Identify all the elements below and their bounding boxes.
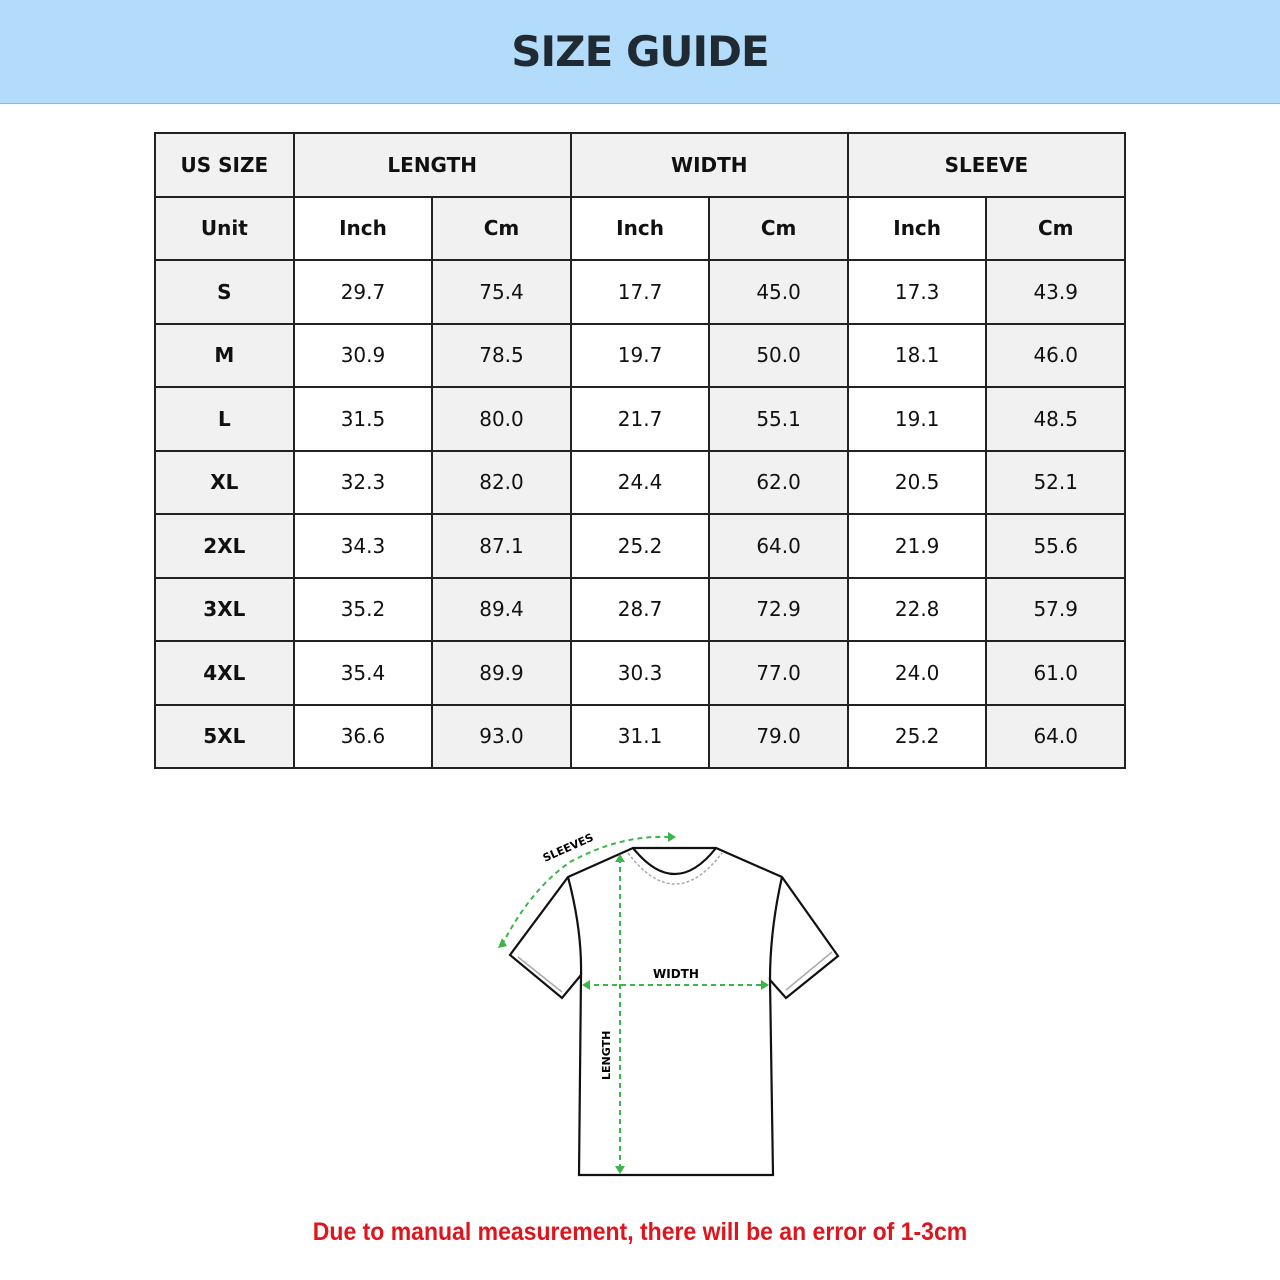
measurement-cell: 32.3 (292, 449, 434, 515)
arrow-heads (498, 832, 769, 1174)
unit-cell: Inch (292, 195, 434, 261)
measurement-cell: 61.0 (985, 640, 1126, 706)
unit-cell: Cm (708, 195, 849, 261)
measurement-cell: 19.7 (569, 322, 711, 388)
measurement-cell: 89.4 (431, 576, 572, 642)
size-label-cell: M (154, 322, 295, 388)
measure-arrows (501, 835, 766, 1170)
measurement-cell: 30.9 (292, 322, 434, 388)
measurement-cell: 20.5 (846, 449, 988, 515)
measurement-cell: 64.0 (985, 703, 1126, 769)
measurement-cell: 64.0 (708, 513, 849, 579)
measurement-cell: 55.1 (708, 386, 849, 452)
measurement-cell: 28.7 (569, 576, 711, 642)
size-label-cell: S (154, 259, 295, 325)
measurement-cell: 75.4 (431, 259, 572, 325)
unit-cell: Unit (154, 195, 295, 261)
unit-row: Unit Inch Cm Inch Cm Inch Cm (154, 195, 1126, 261)
title-banner: SIZE GUIDE (0, 0, 1280, 104)
sleeves-label: SLEEVES (541, 831, 596, 865)
measurement-cell: 24.0 (846, 640, 988, 706)
measurement-cell: 55.6 (985, 513, 1126, 579)
measurement-cell: 62.0 (708, 449, 849, 515)
measurement-cell: 72.9 (708, 576, 849, 642)
measurement-cell: 29.7 (292, 259, 434, 325)
tshirt-diagram: SLEEVES WIDTH LENGTH (498, 831, 840, 1177)
size-row: 4XL 35.4 89.9 30.3 77.0 24.0 61.0 (154, 640, 1126, 706)
measurement-cell: 78.5 (431, 322, 572, 388)
size-label-cell: XL (154, 449, 295, 515)
measurement-cell: 45.0 (708, 259, 849, 325)
measurement-cell: 79.0 (708, 703, 849, 769)
measurement-cell: 22.8 (846, 576, 988, 642)
header-sleeve: SLEEVE (846, 132, 1127, 198)
size-row: S 29.7 75.4 17.7 45.0 17.3 43.9 (154, 259, 1126, 325)
measurement-cell: 89.9 (431, 640, 572, 706)
measurement-cell: 57.9 (985, 576, 1126, 642)
unit-cell: Cm (431, 195, 572, 261)
size-label-cell: 2XL (154, 513, 295, 579)
measurement-cell: 43.9 (985, 259, 1126, 325)
measurement-cell: 17.7 (569, 259, 711, 325)
measurement-cell: 35.2 (292, 576, 434, 642)
size-label-cell: 5XL (154, 703, 295, 769)
measurement-note: Due to manual measurement, there will be… (312, 1218, 968, 1246)
size-row: XL 32.3 82.0 24.4 62.0 20.5 52.1 (154, 449, 1126, 515)
measurement-cell: 17.3 (846, 259, 988, 325)
size-row: L 31.5 80.0 21.7 55.1 19.1 48.5 (154, 386, 1126, 452)
measurement-cell: 87.1 (431, 513, 572, 579)
size-row: 2XL 34.3 87.1 25.2 64.0 21.9 55.6 (154, 513, 1126, 579)
measurement-cell: 34.3 (292, 513, 434, 579)
measurement-cell: 50.0 (708, 322, 849, 388)
size-table: US SIZE LENGTH WIDTH SLEEVE Unit Inch Cm… (154, 132, 1127, 769)
header-length: LENGTH (292, 132, 572, 198)
unit-cell: Cm (985, 195, 1126, 261)
measurement-cell: 48.5 (985, 386, 1126, 452)
measurement-cell: 80.0 (431, 386, 572, 452)
measurement-cell: 24.4 (569, 449, 711, 515)
measurement-cell: 21.7 (569, 386, 711, 452)
size-row: 5XL 36.6 93.0 31.1 79.0 25.2 64.0 (154, 703, 1126, 769)
size-label-cell: 3XL (154, 576, 295, 642)
group-header-row: US SIZE LENGTH WIDTH SLEEVE (154, 132, 1127, 198)
size-label-cell: L (154, 386, 295, 452)
measurement-cell: 77.0 (708, 640, 849, 706)
measurement-cell: 93.0 (431, 703, 572, 769)
measurement-cell: 21.9 (846, 513, 988, 579)
size-label-cell: 4XL (154, 640, 295, 706)
measurement-cell: 18.1 (846, 322, 988, 388)
size-row: 3XL 35.2 89.4 28.7 72.9 22.8 57.9 (154, 576, 1126, 642)
tshirt-outline (508, 846, 840, 1177)
measurement-cell: 46.0 (985, 322, 1126, 388)
width-label: WIDTH (653, 967, 699, 981)
header-width: WIDTH (569, 132, 849, 198)
measurement-cell: 25.2 (569, 513, 711, 579)
header-us-size: US SIZE (154, 132, 295, 198)
unit-cell: Inch (569, 195, 711, 261)
measurement-cell: 35.4 (292, 640, 434, 706)
measurement-cell: 82.0 (431, 449, 572, 515)
measurement-cell: 31.1 (569, 703, 711, 769)
measurement-cell: 30.3 (569, 640, 711, 706)
measurement-cell: 19.1 (846, 386, 988, 452)
page-title: SIZE GUIDE (511, 27, 769, 76)
measurement-cell: 31.5 (292, 386, 434, 452)
measurement-cell: 25.2 (846, 703, 988, 769)
length-label: LENGTH (600, 1031, 613, 1080)
size-row: M 30.9 78.5 19.7 50.0 18.1 46.0 (154, 322, 1126, 388)
unit-cell: Inch (846, 195, 988, 261)
measurement-cell: 52.1 (985, 449, 1126, 515)
measurement-cell: 36.6 (292, 703, 434, 769)
